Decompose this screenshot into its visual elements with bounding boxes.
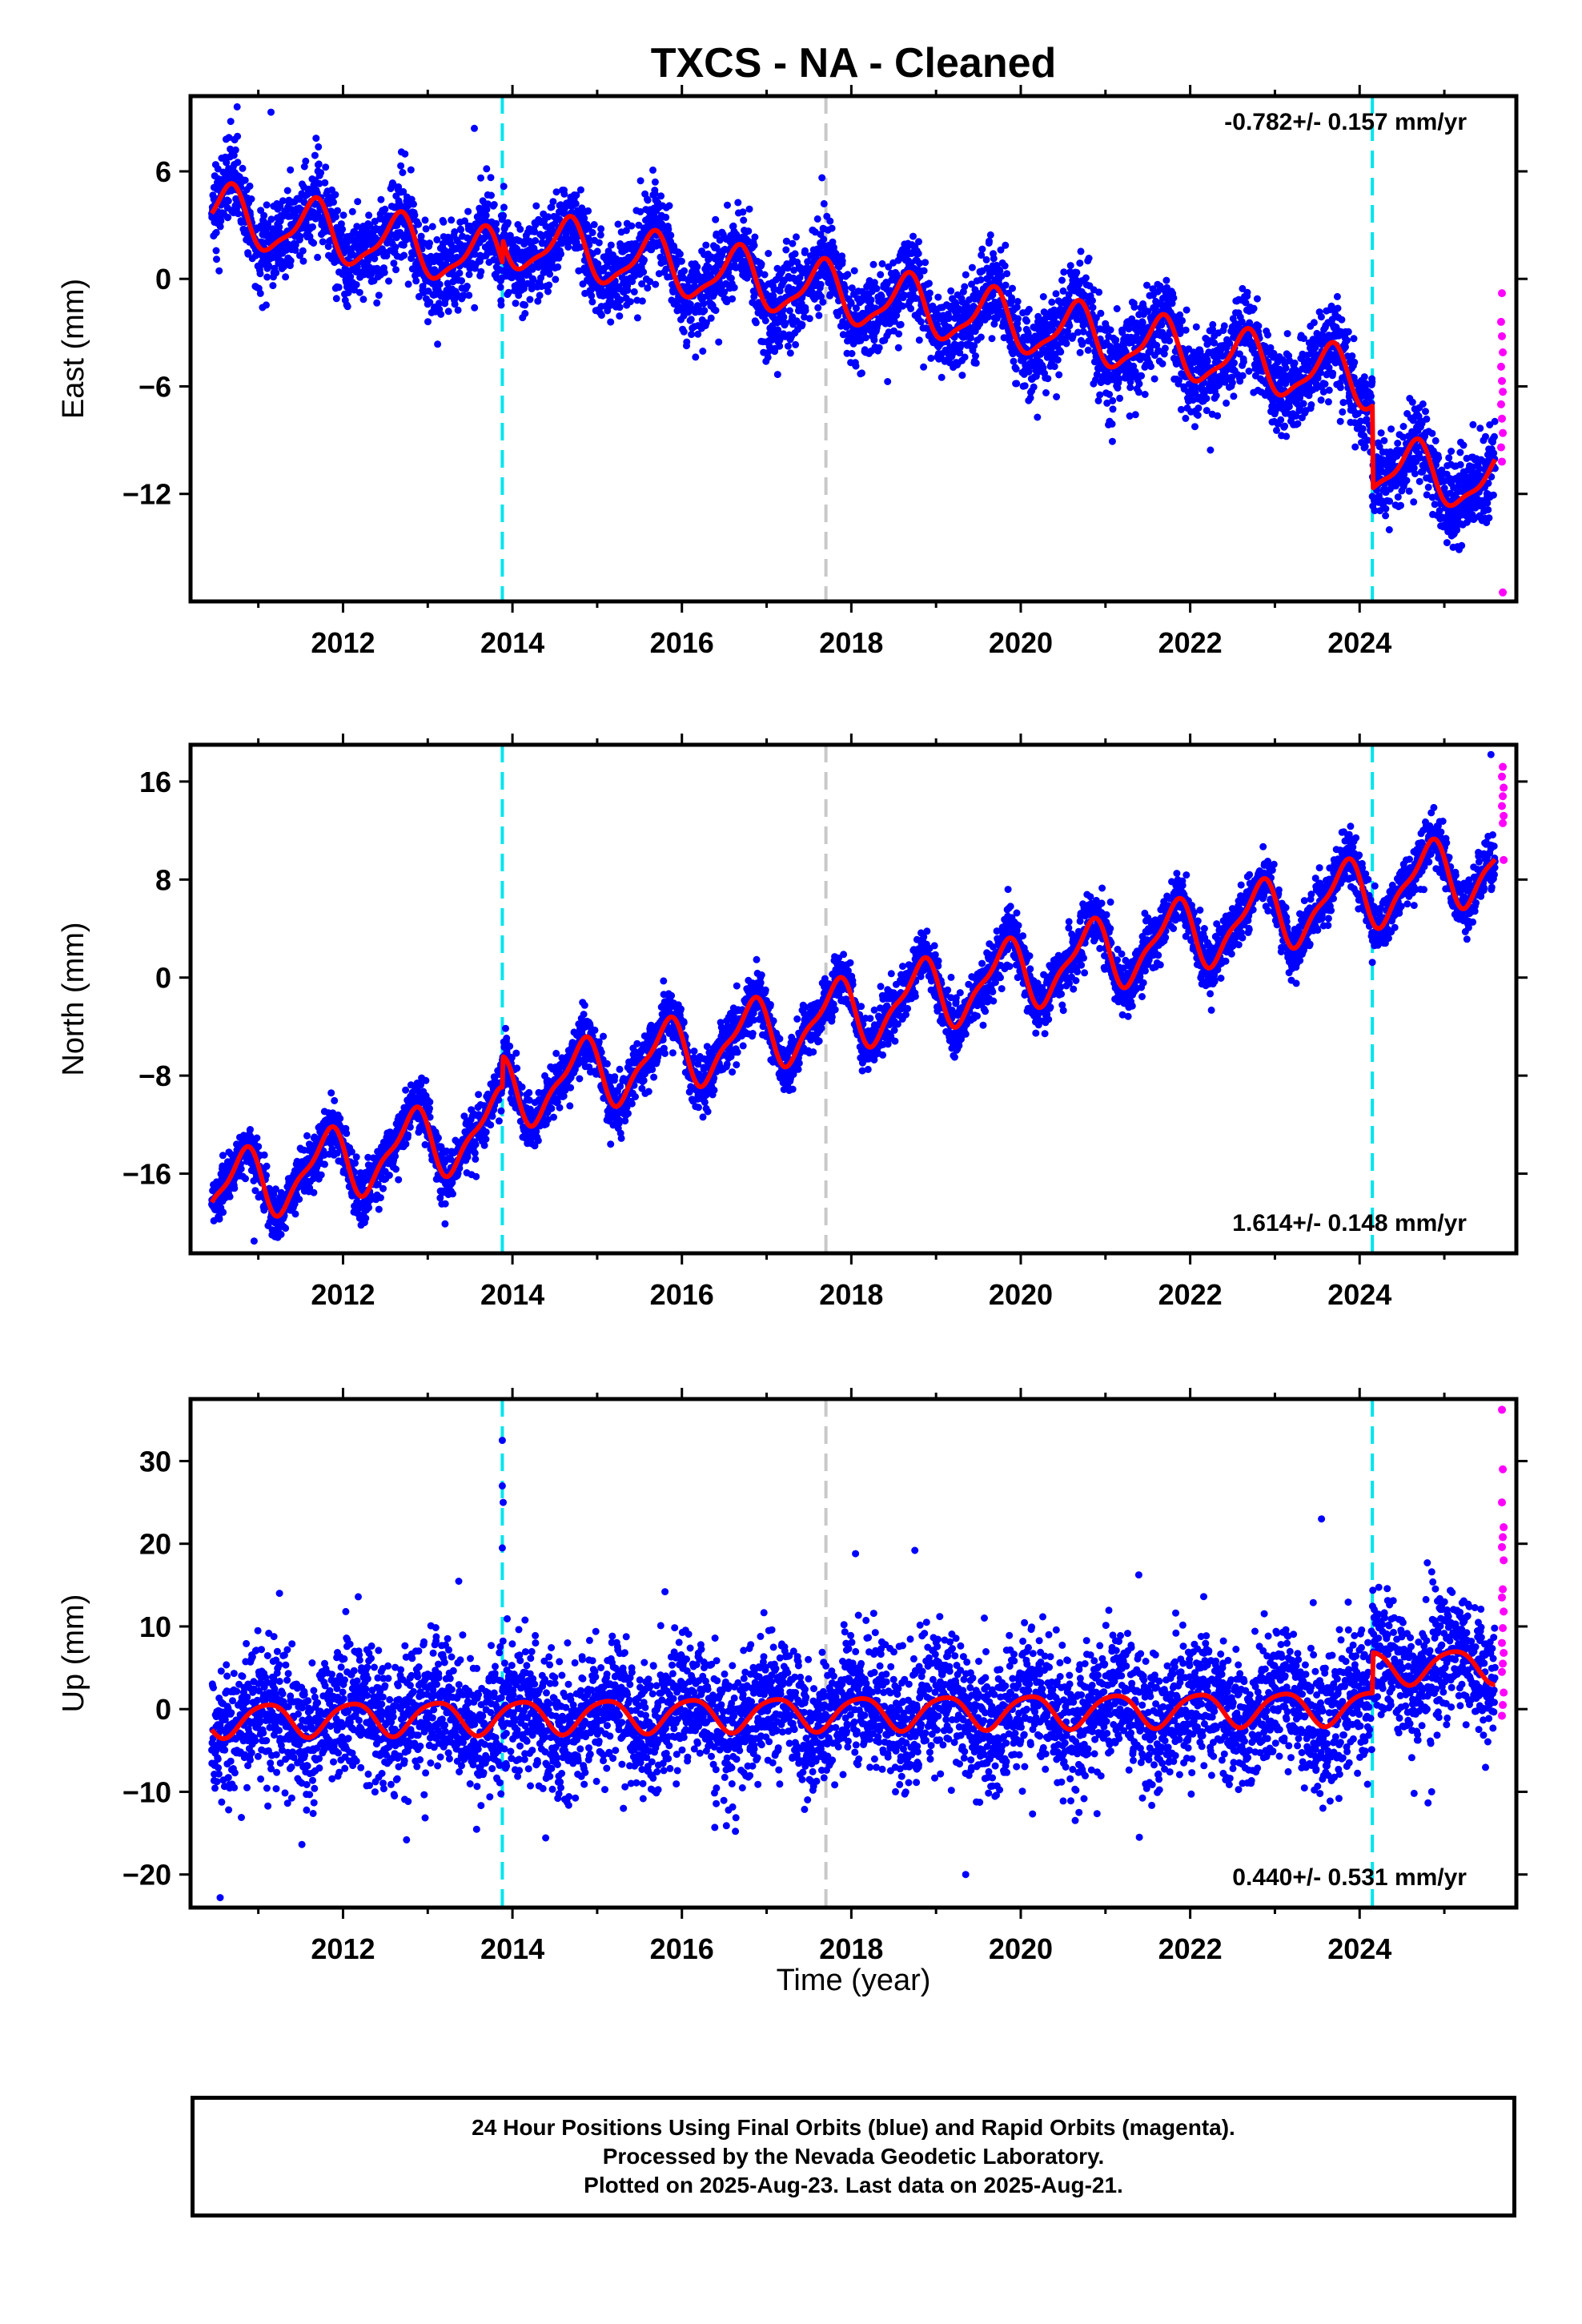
x-tick-label: 2012 <box>311 626 375 659</box>
rapid-orbit-point <box>1498 1405 1507 1414</box>
x-tick-label: 2024 <box>1327 1932 1391 1965</box>
x-tick-label: 2014 <box>480 1278 544 1311</box>
rapid-orbit-point <box>1499 1465 1508 1474</box>
x-tick-label: 2014 <box>480 626 544 659</box>
y-tick-label: 8 <box>155 863 171 896</box>
rapid-orbit-point <box>1498 1711 1507 1720</box>
x-tick-label: 2018 <box>819 1278 883 1311</box>
rapid-orbit-point <box>1500 1607 1508 1616</box>
panel-north: 2012 2014 2016 2018 2020 2022 2024 −16 −8 0 8 16 Nor… <box>57 734 1528 1311</box>
y-axis-label: East (mm) <box>57 279 90 419</box>
x-tick-label: 2016 <box>650 1932 714 1965</box>
rapid-orbit-point <box>1499 792 1508 801</box>
x-tick-label: 2014 <box>480 1932 544 1965</box>
rapid-orbit-point <box>1498 1593 1507 1602</box>
x-tick-label: 2024 <box>1327 1278 1391 1311</box>
rapid-orbit-point <box>1500 783 1508 792</box>
caption-line-1: 24 Hour Positions Using Final Orbits (bl… <box>472 2115 1235 2140</box>
rapid-orbit-point <box>1498 1542 1507 1551</box>
rapid-orbit-point <box>1498 802 1507 810</box>
rapid-orbit-point <box>1496 317 1505 326</box>
rapid-orbit-point <box>1499 1585 1508 1594</box>
y-tick-label: 0 <box>155 263 171 296</box>
y-tick-label: −6 <box>139 370 171 403</box>
rapid-orbit-point <box>1496 362 1505 371</box>
rapid-orbit-point <box>1499 1533 1508 1542</box>
y-tick-label: −10 <box>122 1775 171 1808</box>
rapid-orbit-point <box>1496 400 1505 408</box>
x-tick-label: 2022 <box>1158 1932 1223 1965</box>
final-orbit-points <box>208 750 1499 1245</box>
rapid-orbit-point <box>1498 772 1507 781</box>
y-tick-label: −12 <box>122 478 171 511</box>
rapid-orbit-point <box>1498 376 1507 385</box>
rapid-orbit-point <box>1498 414 1507 423</box>
x-tick-label: 2012 <box>311 1932 375 1965</box>
velocity-label: 0.440+/- 0.531 mm/yr <box>1232 1864 1467 1891</box>
rapid-orbit-point <box>1499 428 1508 437</box>
panel-up: 2012 2014 2016 2018 2020 2022 2024 −20 −10 0 10 20 3… <box>57 1388 1528 1965</box>
rapid-orbit-point <box>1499 388 1508 396</box>
rapid-orbit-point <box>1496 443 1505 452</box>
rapid-orbit-point <box>1498 332 1507 340</box>
plot-frame <box>188 1397 1519 1910</box>
caption-line-2: Processed by the Nevada Geodetic Laborat… <box>602 2144 1105 2169</box>
model-fit-line <box>210 1649 1497 1742</box>
y-tick-label: 10 <box>139 1610 171 1643</box>
rapid-orbit-point <box>1500 1523 1508 1532</box>
x-tick-label: 2018 <box>819 626 883 659</box>
x-tick-label: 2016 <box>650 1278 714 1311</box>
figure-title: TXCS - NA - Cleaned <box>651 40 1057 86</box>
x-tick-label: 2022 <box>1158 1278 1223 1311</box>
rapid-orbit-point <box>1499 1659 1508 1668</box>
rapid-orbit-point <box>1498 1638 1507 1647</box>
x-tick-label: 2016 <box>650 626 714 659</box>
caption-line-3: Plotted on 2025-Aug-23. Last data on 202… <box>584 2173 1123 2197</box>
x-tick-label: 2018 <box>819 1932 883 1965</box>
y-axis-label: Up (mm) <box>57 1594 90 1713</box>
y-tick-label: 16 <box>139 766 171 798</box>
y-tick-label: −8 <box>139 1059 171 1092</box>
rapid-orbit-point <box>1500 1688 1508 1697</box>
model-fit-line <box>210 181 1498 509</box>
rapid-orbit-point <box>1500 1648 1508 1657</box>
x-tick-label: 2020 <box>989 1278 1053 1311</box>
y-tick-label: 6 <box>155 155 171 188</box>
rapid-orbit-point <box>1500 855 1508 864</box>
rapid-orbit-point <box>1499 348 1508 356</box>
y-tick-label: −16 <box>122 1158 171 1191</box>
rapid-orbit-point <box>1498 289 1507 298</box>
y-axis-label: North (mm) <box>57 922 90 1076</box>
y-tick-label: 0 <box>155 1693 171 1726</box>
y-tick-label: 20 <box>139 1528 171 1561</box>
rapid-orbit-point <box>1498 1498 1507 1507</box>
x-tick-label: 2024 <box>1327 626 1391 659</box>
model-fit-line <box>209 836 1497 1219</box>
plot-frame <box>188 94 1519 604</box>
x-tick-label: 2012 <box>311 1278 375 1311</box>
velocity-label: 1.614+/- 0.148 mm/yr <box>1232 1210 1467 1236</box>
y-tick-label: 30 <box>139 1445 171 1478</box>
x-tick-label: 2020 <box>989 626 1053 659</box>
rapid-orbit-point <box>1500 1556 1508 1565</box>
x-axis-label: Time (year) <box>777 1964 931 1997</box>
rapid-orbit-point <box>1498 1667 1507 1676</box>
y-tick-label: 0 <box>155 962 171 995</box>
rapid-orbit-point <box>1500 811 1508 820</box>
rapid-orbit-point <box>1499 762 1508 771</box>
x-tick-label: 2022 <box>1158 626 1223 659</box>
velocity-label: -0.782+/- 0.157 mm/yr <box>1224 109 1467 135</box>
rapid-orbit-point <box>1499 588 1508 597</box>
rapid-orbit-point <box>1499 1701 1508 1710</box>
panel-east: 2012 2014 2016 2018 2020 2022 2024 −12 −6 0 6 East … <box>57 85 1528 659</box>
rapid-orbit-point <box>1499 818 1508 827</box>
rapid-orbit-point <box>1499 1624 1508 1633</box>
y-tick-label: −20 <box>122 1859 171 1892</box>
plot-frame <box>188 742 1519 1256</box>
rapid-orbit-point <box>1498 457 1507 466</box>
caption-box: 24 Hour Positions Using Final Orbits (bl… <box>191 2096 1516 2217</box>
x-tick-label: 2020 <box>989 1932 1053 1965</box>
